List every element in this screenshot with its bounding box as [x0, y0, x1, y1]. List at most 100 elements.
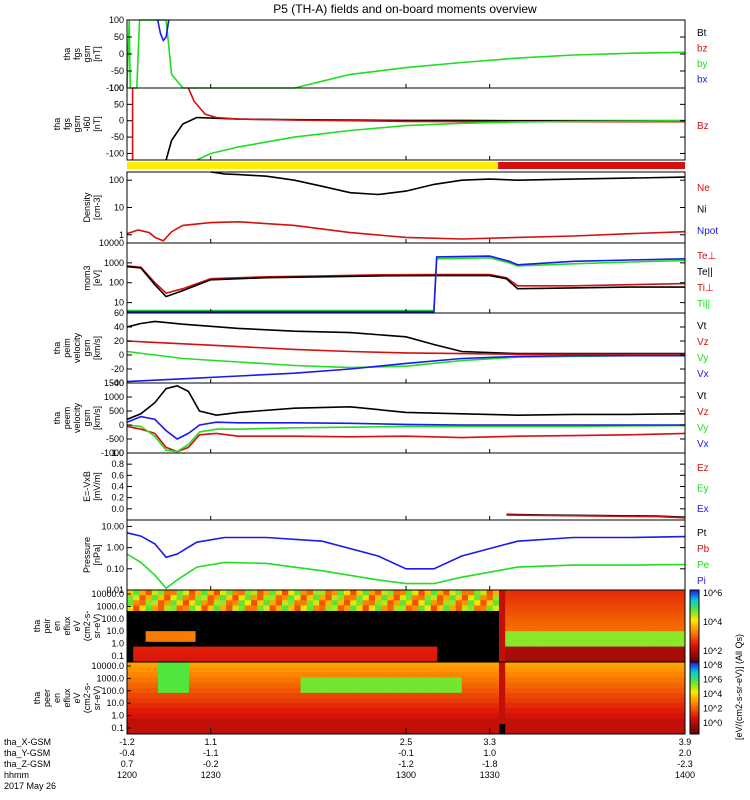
legend-peim_velocity-Vx: Vx	[697, 369, 709, 380]
spec-cell	[195, 656, 202, 663]
spec-cell	[616, 662, 624, 668]
spec-cell	[418, 723, 425, 730]
spec-cell	[523, 672, 531, 678]
spec-cell	[424, 605, 432, 611]
spec-cell	[468, 677, 475, 683]
spec-cell	[511, 656, 518, 663]
spec-cell	[554, 620, 562, 627]
spec-cell	[616, 610, 624, 617]
spec-cell	[306, 595, 314, 601]
spec-cell	[610, 646, 618, 653]
spec-cell	[666, 620, 673, 627]
spec-cell	[387, 728, 394, 735]
spec-cell	[598, 615, 605, 622]
spec-cell	[232, 605, 239, 611]
spec-cell	[251, 600, 258, 606]
spec-cell	[623, 667, 630, 673]
ylabel-line: peer	[42, 689, 52, 707]
spec-cell	[517, 631, 525, 637]
spec-cell	[393, 590, 401, 596]
spec-cell	[201, 667, 208, 673]
spec-cell	[585, 708, 593, 714]
spec-cell	[573, 590, 580, 596]
spec-cell	[269, 656, 277, 663]
spec-cell	[623, 687, 630, 694]
spec-cell	[356, 662, 363, 668]
spec-cell	[127, 708, 134, 714]
spec-cell	[654, 677, 661, 683]
spec-cell	[480, 708, 487, 714]
spec-cell	[337, 595, 345, 601]
spec-cell	[406, 677, 413, 683]
spec-cell	[201, 677, 208, 683]
spec-cell	[505, 677, 512, 683]
spec-cell	[455, 687, 463, 694]
spec-cell	[207, 656, 215, 663]
spec-cell	[623, 682, 630, 689]
series-efield-Ez2	[506, 514, 686, 519]
spec-cell	[176, 605, 184, 611]
spec-cell	[604, 713, 611, 719]
spec-cell	[542, 677, 549, 683]
spec-cell	[288, 682, 295, 689]
spec-cell	[672, 620, 680, 627]
spec-cell	[641, 590, 649, 596]
spec-cell	[350, 672, 357, 678]
spec-cell	[170, 728, 177, 735]
spec-cell	[381, 718, 388, 725]
spec-cell	[251, 590, 258, 596]
spec-cell	[356, 600, 363, 606]
spec-cell	[437, 723, 444, 730]
spec-cell	[226, 667, 233, 673]
spec-cell	[616, 708, 624, 714]
spec-cell	[678, 718, 686, 725]
ytick-label: 50	[114, 99, 124, 109]
spec-cell	[666, 662, 673, 668]
spec-cell	[406, 667, 413, 673]
spec-cell	[585, 646, 593, 653]
spec-cell	[269, 713, 277, 719]
spec-cell	[499, 610, 506, 617]
spec-cell	[530, 718, 537, 725]
spec-cell	[238, 651, 246, 658]
spec-cell	[517, 656, 525, 663]
spec-cell	[294, 656, 301, 663]
spec-cell	[331, 682, 339, 689]
spec-cell	[313, 703, 320, 709]
spec-cell	[257, 662, 264, 668]
spec-cell	[151, 636, 159, 642]
ylabel-line: en	[52, 693, 62, 703]
spec-cell	[561, 590, 568, 596]
spec-cell	[158, 651, 165, 658]
spec-cell	[300, 682, 308, 689]
spec-cell	[232, 662, 239, 668]
spec-cell	[635, 698, 642, 704]
spec-cell	[579, 651, 587, 658]
spec-cell	[182, 651, 190, 658]
spec-cell	[629, 620, 636, 627]
spec-cell	[573, 728, 580, 735]
spec-cell	[455, 703, 463, 709]
spec-cell	[201, 662, 208, 668]
spec-cell	[505, 687, 512, 694]
spec-cell	[492, 703, 500, 709]
spec-cell	[654, 708, 661, 714]
spec-cell	[641, 662, 649, 668]
spec-cell	[251, 708, 258, 714]
spec-cell	[406, 656, 413, 663]
spec-cell	[561, 595, 568, 601]
spec-cell	[189, 672, 196, 678]
footer-value: 1230	[201, 770, 221, 780]
spec-cell	[158, 631, 165, 637]
spec-cell	[368, 656, 376, 663]
spec-cell	[189, 682, 196, 689]
spec-cell	[536, 667, 543, 673]
spec-cell	[213, 703, 221, 709]
colorbar-cell	[690, 714, 699, 718]
spec-cell	[313, 646, 320, 653]
spec-cell	[251, 713, 258, 719]
spec-cell	[647, 610, 655, 617]
spec-cell	[492, 667, 500, 673]
spec-cell	[387, 682, 394, 689]
spec-cell	[282, 595, 289, 601]
